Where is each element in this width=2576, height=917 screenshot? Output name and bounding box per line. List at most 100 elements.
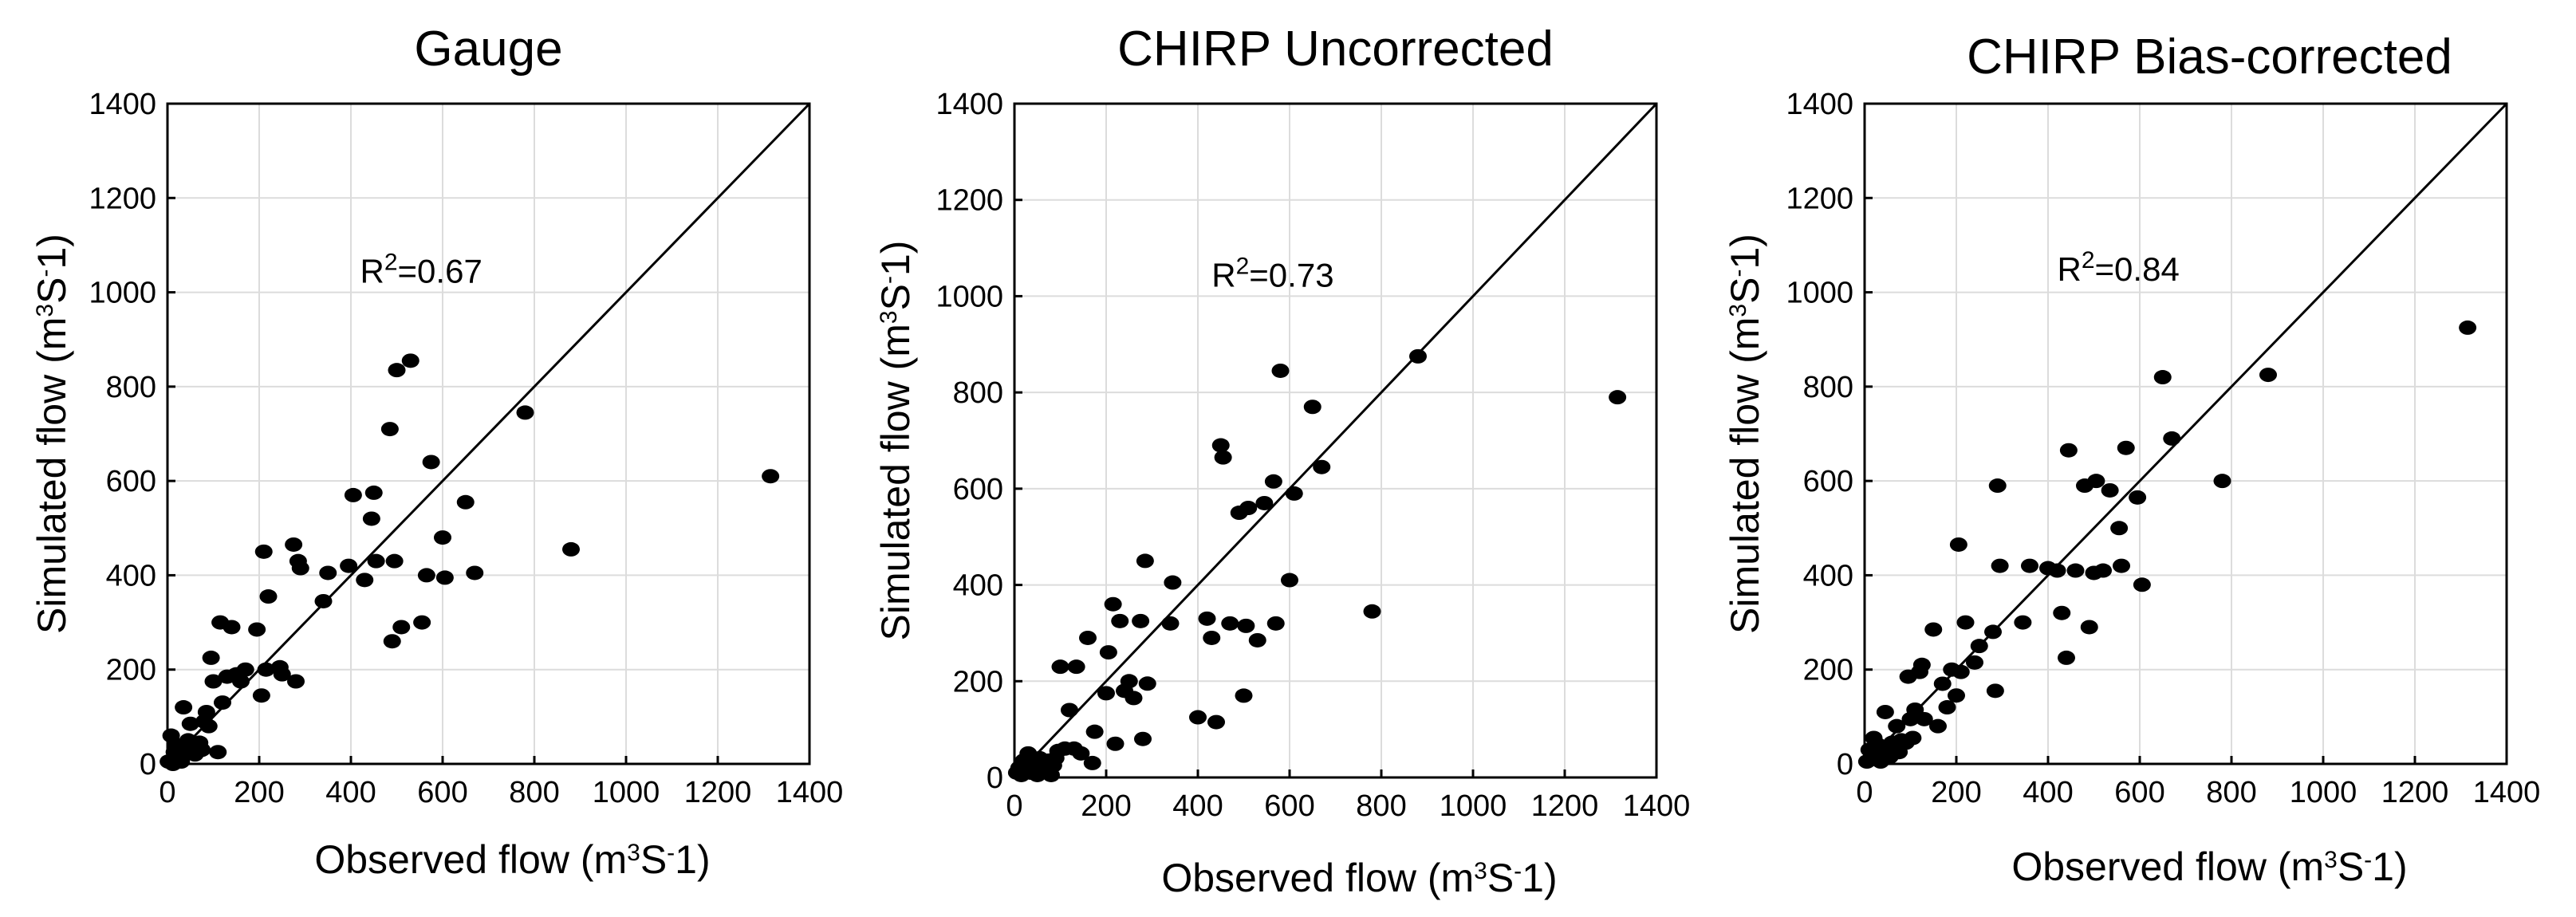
y-tick-label: 400 [1803, 559, 1853, 592]
y-tick-label: 400 [953, 569, 1003, 603]
data-point [2213, 474, 2231, 489]
data-point [314, 593, 333, 608]
data-point [1952, 664, 1970, 679]
y-tick-label: 600 [1803, 465, 1853, 498]
data-point [2066, 563, 2085, 578]
data-point [1363, 604, 1381, 619]
r-squared-annotation: R2=0.73 [1211, 253, 1333, 294]
data-point [2117, 440, 2135, 455]
x-tick-label: 800 [1356, 789, 1406, 823]
data-point [214, 695, 231, 710]
data-point [2080, 620, 2098, 635]
data-point [1915, 711, 1933, 726]
data-point [1134, 731, 1152, 746]
chart-title: Gauge [414, 22, 562, 77]
data-point [172, 754, 191, 769]
data-point [259, 589, 278, 604]
chart-title: CHIRP Uncorrected [1117, 22, 1554, 77]
data-point [248, 622, 266, 637]
data-point [356, 573, 374, 588]
data-point [1966, 655, 1983, 670]
x-tick-label: 1200 [684, 776, 752, 809]
y-tick-label: 200 [953, 665, 1003, 699]
data-point [385, 553, 404, 569]
data-point [1303, 399, 1321, 415]
one-to-one-line [1013, 102, 1658, 779]
data-point [204, 674, 223, 689]
y-tick-label: 800 [953, 376, 1003, 410]
data-point [1198, 611, 1216, 626]
chart-panel-3: 0 200 400 600 800 1000 1200 1400 0 200 400 600 800 10… [1723, 30, 2540, 889]
data-point [273, 667, 291, 682]
data-point [1203, 630, 1221, 645]
data-point [1948, 688, 1965, 703]
x-tick-label: 800 [2206, 776, 2256, 809]
data-point [762, 469, 780, 484]
data-point [435, 570, 454, 585]
data-point [1912, 657, 1931, 672]
data-point [2053, 605, 2071, 620]
y-tick-label: 200 [1803, 654, 1853, 687]
x-tick-label: 0 [1856, 776, 1873, 809]
x-tick-label: 1200 [2381, 776, 2449, 809]
data-point [1876, 704, 1894, 719]
data-point [362, 511, 380, 526]
data-point [1104, 596, 1122, 612]
data-point [193, 742, 211, 758]
y-axis-label: Simulated flow (m3S-1) [1723, 234, 1767, 634]
y-tick-label: 1000 [935, 280, 1003, 313]
x-tick-label: 0 [159, 776, 175, 809]
data-point [1266, 616, 1285, 631]
data-point [1083, 755, 1101, 770]
data-point [364, 485, 383, 500]
x-tick-label: 1400 [1623, 789, 1691, 823]
y-tick-label: 1400 [935, 88, 1003, 121]
data-point [562, 541, 580, 557]
x-tick-label: 1000 [1440, 789, 1507, 823]
x-tick-label: 400 [325, 776, 376, 809]
data-point [1988, 478, 2007, 494]
data-point [340, 558, 358, 573]
y-tick-label: 1400 [89, 88, 156, 121]
data-point [2059, 443, 2078, 458]
data-point [1189, 710, 1207, 725]
data-point [2129, 490, 2147, 505]
data-point [285, 537, 303, 552]
x-tick-label: 1000 [2290, 776, 2357, 809]
x-tick-label: 200 [234, 776, 284, 809]
data-point [1214, 450, 1232, 465]
data-point [380, 422, 399, 437]
data-point [1285, 486, 1303, 501]
y-tick-label: 600 [953, 473, 1003, 506]
data-point [1164, 575, 1182, 590]
data-point [1264, 474, 1282, 489]
data-point [209, 745, 227, 760]
chart-title: CHIRP Bias-corrected [1967, 30, 2452, 85]
data-point [319, 565, 337, 581]
data-point [257, 662, 275, 677]
data-point [1924, 622, 1943, 637]
data-point [2163, 431, 2181, 446]
data-point [2133, 577, 2151, 592]
x-axis-label: Observed flow (m3S-1) [314, 837, 710, 882]
data-point [1271, 363, 1290, 378]
y-tick-label: 600 [106, 465, 156, 498]
data-point [1097, 686, 1115, 701]
data-point [223, 620, 241, 635]
data-point [1211, 438, 1230, 453]
data-point [1409, 348, 1427, 364]
data-point [1111, 613, 1129, 628]
data-point [2094, 563, 2112, 578]
data-point [1125, 691, 1143, 706]
data-point [1138, 676, 1156, 691]
data-point [181, 716, 199, 731]
data-point [1085, 724, 1104, 739]
data-point [291, 561, 309, 576]
x-tick-label: 200 [1081, 789, 1131, 823]
chart-panel-2: 0 200 400 600 800 1000 1200 1400 0 200 400 600 800 10… [873, 22, 1690, 900]
data-point [1161, 616, 1180, 631]
data-point [2021, 558, 2038, 573]
x-tick-label: 600 [1264, 789, 1314, 823]
data-point [2153, 370, 2172, 385]
